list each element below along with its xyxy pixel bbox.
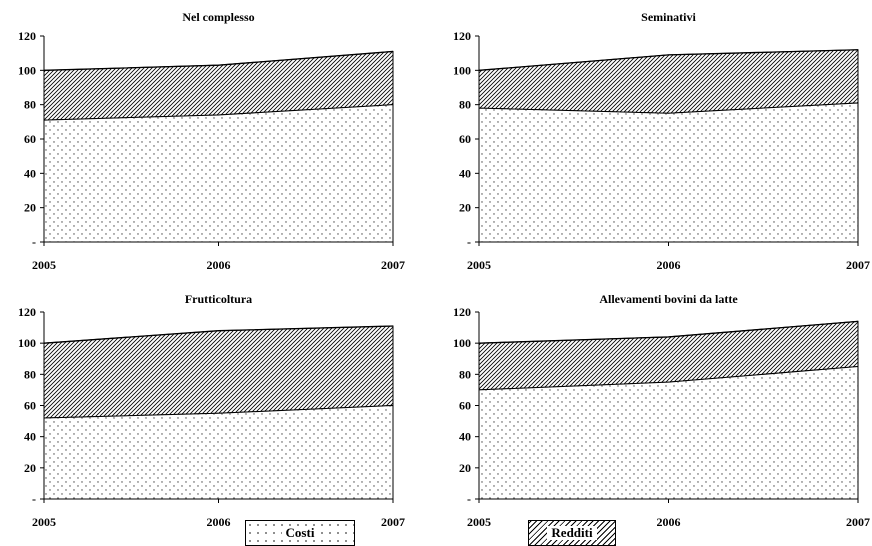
x-tick-label: 2005 [32, 258, 56, 272]
x-tick-label: 2005 [32, 515, 56, 529]
x-tick-label: 2005 [467, 258, 491, 272]
legend-item-costi: Costi [245, 520, 355, 546]
legend-item-redditi: Redditi [528, 520, 616, 546]
area-costi [43, 404, 394, 500]
y-tick-label: 120 [18, 29, 36, 43]
line-total [478, 320, 859, 344]
y-tick-label: 80 [24, 98, 36, 112]
y-tick-label: 100 [18, 336, 36, 350]
legend-label-costi: Costi [281, 526, 319, 540]
y-tick-label: 80 [24, 367, 36, 381]
area-redditi [478, 49, 859, 114]
y-tick-label: 20 [459, 461, 471, 475]
y-tick-label: - [467, 492, 471, 506]
chart-4: - 20 40 60 80 100 120 2005 2006 2007 Allevamenti b… [453, 292, 870, 529]
line-total [43, 50, 394, 71]
y-tick-label: 60 [459, 132, 471, 146]
area-costi [43, 104, 394, 243]
y-tick-label: 20 [24, 201, 36, 215]
area-costi [478, 102, 859, 243]
legend-label-redditi: Redditi [547, 526, 597, 540]
chart-title: Allevamenti bovini da latte [599, 292, 738, 306]
y-tick-label: - [32, 492, 36, 506]
y-tick-label: 60 [459, 399, 471, 413]
y-tick-label: 80 [459, 367, 471, 381]
y-tick-label: 60 [24, 132, 36, 146]
x-tick-label: 2005 [467, 515, 491, 529]
chart-title: Frutticoltura [185, 292, 252, 306]
x-tick-label: 2007 [846, 258, 870, 272]
x-tick-label: 2006 [657, 515, 681, 529]
y-tick-label: 80 [459, 98, 471, 112]
y-tick-label: 100 [18, 63, 36, 77]
y-tick-label: 40 [24, 166, 36, 180]
x-tick-label: 2006 [657, 258, 681, 272]
y-tick-label: 120 [453, 305, 471, 319]
y-tick-label: 20 [459, 201, 471, 215]
chart-title: Nel complesso [182, 10, 254, 24]
y-tick-label: 100 [453, 336, 471, 350]
x-tick-label: 2006 [207, 515, 231, 529]
line-total [478, 49, 859, 71]
x-tick-label: 2006 [207, 258, 231, 272]
x-tick-label: 2007 [846, 515, 870, 529]
y-tick-label: 100 [453, 63, 471, 77]
chart-1: - 20 40 60 80 100 120 2005 2006 2007 Nel complesso [18, 10, 405, 272]
y-tick-label: 60 [24, 399, 36, 413]
y-tick-label: 40 [459, 166, 471, 180]
y-tick-label: 120 [18, 305, 36, 319]
y-tick-label: 20 [24, 461, 36, 475]
y-tick-label: 40 [24, 430, 36, 444]
chart-3: - 20 40 60 80 100 120 2005 2006 2007 Frutticoltura [18, 292, 405, 529]
y-tick-label: - [32, 235, 36, 249]
line-total [43, 325, 394, 344]
chart-2: - 20 40 60 80 100 120 2005 2006 2007 Seminativi [453, 10, 870, 272]
x-tick-label: 2007 [381, 258, 405, 272]
y-tick-label: - [467, 235, 471, 249]
x-tick-label: 2007 [381, 515, 405, 529]
y-tick-label: 40 [459, 430, 471, 444]
chart-title: Seminativi [641, 10, 696, 24]
y-tick-label: 120 [453, 29, 471, 43]
